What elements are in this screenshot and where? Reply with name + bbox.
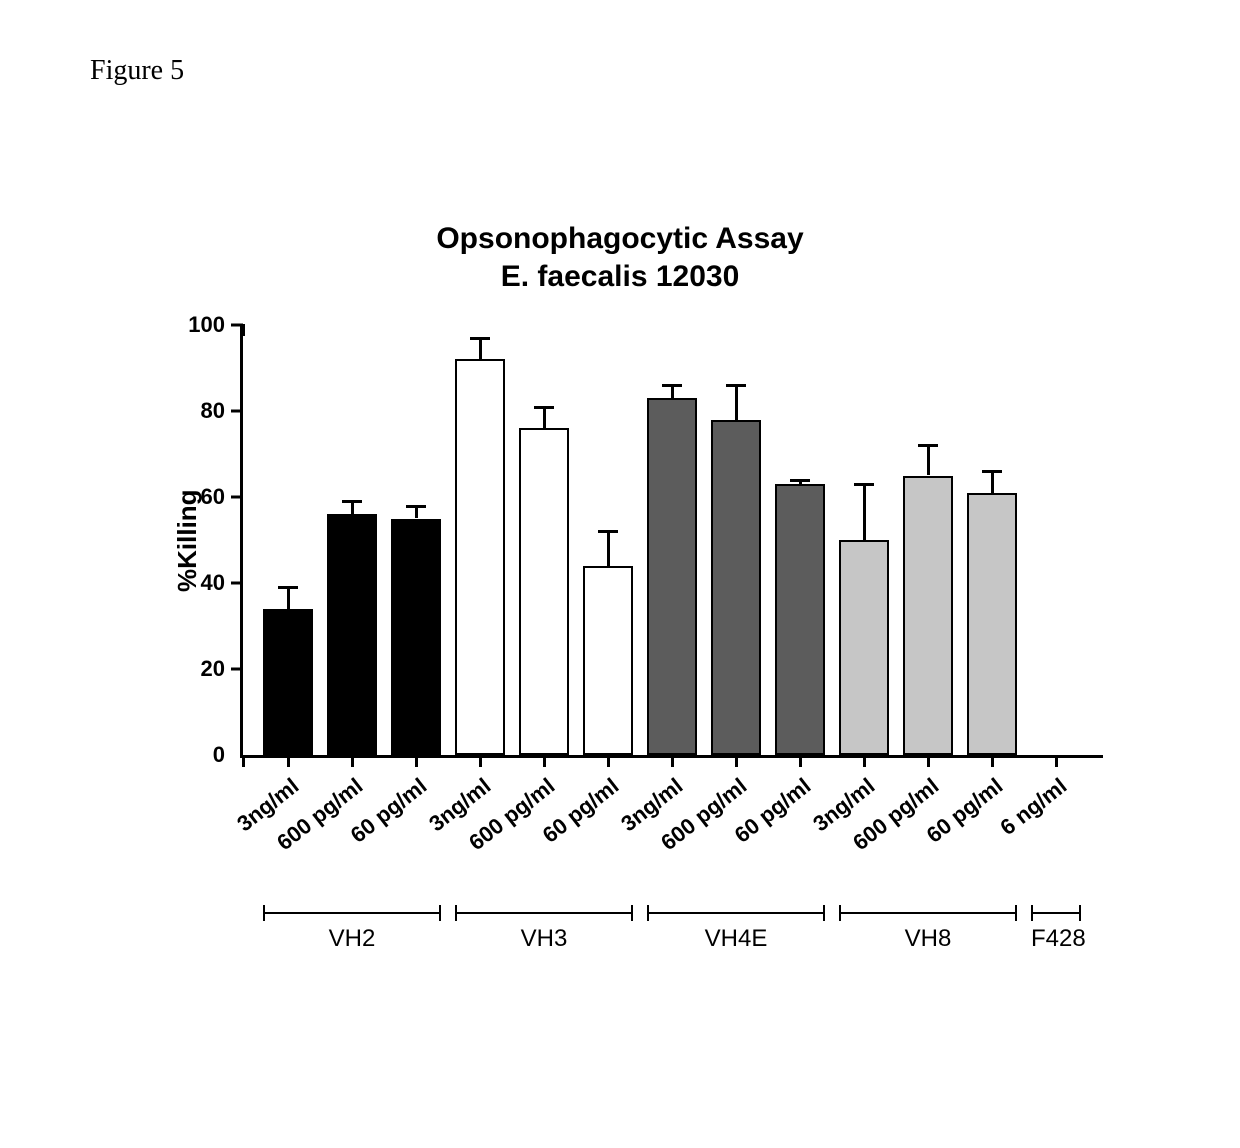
x-tick (991, 755, 994, 767)
bar (519, 428, 569, 755)
error-bar (735, 385, 738, 419)
bar (327, 514, 377, 755)
y-tick (231, 324, 243, 327)
bar (391, 519, 441, 756)
error-bar (287, 587, 290, 609)
y-tick-label: 100 (188, 312, 225, 338)
error-cap (982, 470, 1002, 473)
y-tick-label: 60 (201, 484, 225, 510)
x-tick (927, 755, 930, 767)
bar (647, 398, 697, 755)
group-bracket (263, 905, 441, 921)
x-tick (351, 755, 354, 767)
page: Figure 5 Opsonophagocytic Assay E. faeca… (0, 0, 1240, 1148)
bar (775, 484, 825, 755)
x-tick (863, 755, 866, 767)
y-tick-label: 20 (201, 656, 225, 682)
group-label: VH3 (455, 925, 633, 953)
error-cap (662, 384, 682, 387)
error-cap (598, 530, 618, 533)
group-bracket (1031, 905, 1081, 921)
error-cap (854, 483, 874, 486)
x-tick (671, 755, 674, 767)
axis-origin-tick (242, 755, 245, 767)
bar (903, 476, 953, 756)
bar (967, 493, 1017, 755)
chart: Opsonophagocytic Assay E. faecalis 12030… (140, 220, 1100, 1025)
x-tick (1055, 755, 1058, 767)
bar (839, 540, 889, 755)
x-tick (287, 755, 290, 767)
bar (583, 566, 633, 755)
error-cap (918, 444, 938, 447)
x-tick (799, 755, 802, 767)
y-tick-label: 40 (201, 570, 225, 596)
error-bar (479, 338, 482, 360)
x-tick (415, 755, 418, 767)
group-label: VH4E (647, 925, 825, 953)
y-tick (231, 410, 243, 413)
y-tick-label: 80 (201, 398, 225, 424)
group-label: F428 (1031, 925, 1081, 953)
error-cap (342, 500, 362, 503)
figure-label: Figure 5 (90, 55, 184, 87)
bar (263, 609, 313, 755)
x-tick (735, 755, 738, 767)
error-cap (726, 384, 746, 387)
error-cap (470, 337, 490, 340)
group-bracket (839, 905, 1017, 921)
y-tick-label: 0 (213, 742, 225, 768)
error-cap (406, 505, 426, 508)
error-bar (927, 445, 930, 475)
bar (455, 359, 505, 755)
x-tick (479, 755, 482, 767)
error-cap (278, 586, 298, 589)
chart-title-line2: E. faecalis 12030 (140, 258, 1100, 296)
chart-title: Opsonophagocytic Assay E. faecalis 12030 (140, 220, 1100, 295)
y-tick (231, 668, 243, 671)
group-label: VH8 (839, 925, 1017, 953)
group-bracket (647, 905, 825, 921)
y-tick (231, 496, 243, 499)
x-tick (607, 755, 610, 767)
error-cap (534, 406, 554, 409)
error-bar (543, 407, 546, 429)
bar (711, 420, 761, 755)
y-axis-label: %Killing (172, 489, 203, 592)
y-tick (231, 582, 243, 585)
plot-area: 0204060801003ng/ml600 pg/ml60 pg/ml3ng/m… (240, 325, 1103, 758)
x-tick (543, 755, 546, 767)
error-bar (863, 484, 866, 540)
chart-title-line1: Opsonophagocytic Assay (140, 220, 1100, 258)
error-bar (607, 531, 610, 565)
error-cap (790, 479, 810, 482)
error-bar (991, 471, 994, 493)
group-label: VH2 (263, 925, 441, 953)
group-bracket (455, 905, 633, 921)
plot: 0204060801003ng/ml600 pg/ml60 pg/ml3ng/m… (140, 325, 1100, 1025)
